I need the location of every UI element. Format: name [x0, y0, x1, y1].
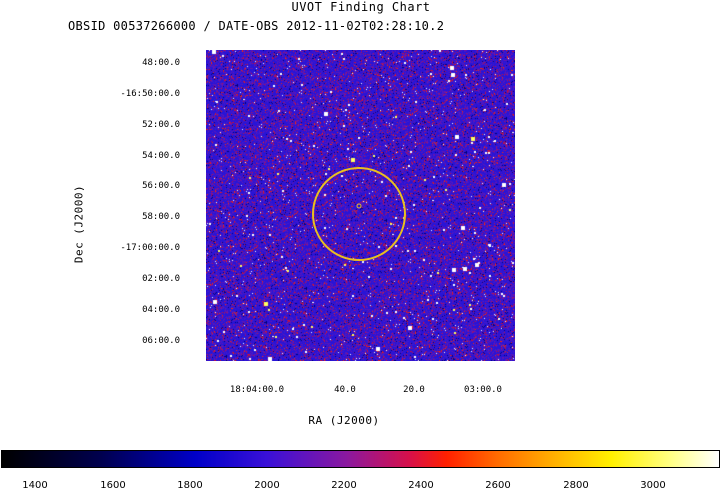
colorbar-tick-label: 2600: [485, 480, 511, 491]
colorbar-tick-label: 1800: [177, 480, 203, 491]
dec-tick-label: 06:00.0: [142, 336, 180, 346]
ra-tick-label: 40.0: [334, 385, 356, 395]
observation-info: OBSID 00537266000 / DATE-OBS 2012-11-02T…: [68, 19, 445, 33]
dec-tick-label: 54:00.0: [142, 151, 180, 161]
dec-tick-label: -16:50:00.0: [120, 89, 180, 99]
dec-tick-label: 58:00.0: [142, 212, 180, 222]
ra-tick-label: 20.0: [403, 385, 425, 395]
dec-tick-label: 56:00.0: [142, 181, 180, 191]
dec-tick-label: 02:00.0: [142, 274, 180, 284]
source-position-marker: [356, 203, 362, 209]
colorbar-tick-label: 3000: [640, 480, 666, 491]
ra-tick-label: 18:04:00.0: [229, 385, 285, 395]
dec-tick-label: 04:00.0: [142, 305, 180, 315]
dec-tick-label: 52:00.0: [142, 120, 180, 130]
source-region-overlay: [312, 167, 406, 261]
colorbar-tick-label: 2000: [254, 480, 280, 491]
ra-axis-label: RA (J2000): [308, 414, 380, 427]
colorbar-tick-label: 2800: [563, 480, 589, 491]
chart-title: UVOT Finding Chart: [291, 0, 431, 14]
sky-image: [206, 50, 515, 361]
source-region-circle: [312, 167, 406, 261]
colorbar-tick-label: 1400: [22, 480, 48, 491]
colorbar-tick-label: 2400: [408, 480, 434, 491]
dec-axis-label: Dec (J2000): [72, 184, 86, 264]
dec-tick-label: -17:00:00.0: [120, 243, 180, 253]
colorbar-tick-label: 1600: [100, 480, 126, 491]
ra-tick-label: 03:00.0: [464, 385, 502, 395]
colorbar-tick-label: 2200: [331, 480, 357, 491]
colorbar: [1, 450, 720, 468]
dec-tick-label: 48:00.0: [142, 58, 180, 68]
